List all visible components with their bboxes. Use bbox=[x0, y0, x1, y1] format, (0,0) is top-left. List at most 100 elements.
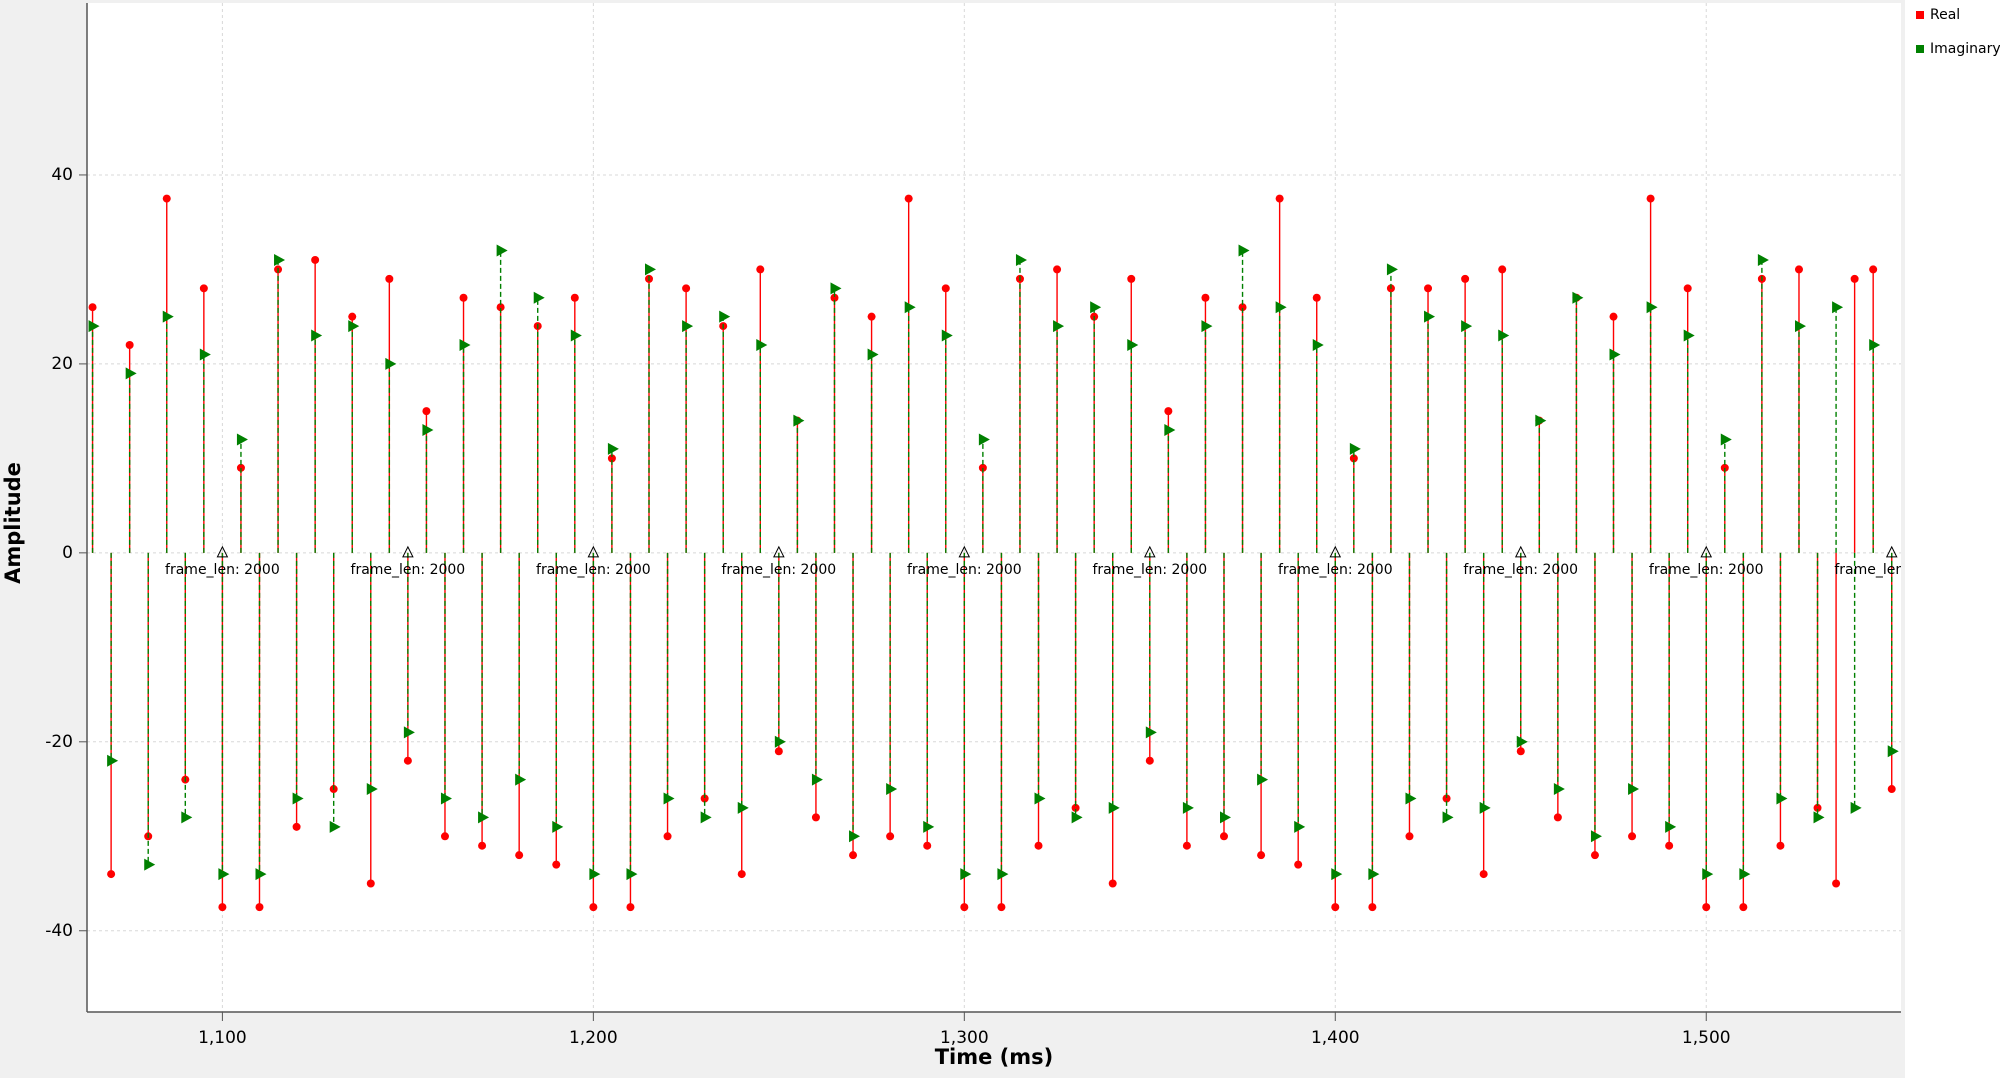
tag-label: frame_len: 2000 bbox=[351, 562, 466, 578]
marker bbox=[125, 341, 134, 350]
tag-label: frame_len: 2000 bbox=[1463, 562, 1578, 578]
plot-area bbox=[87, 3, 1901, 1012]
marker bbox=[867, 312, 876, 321]
marker bbox=[1201, 293, 1210, 302]
marker bbox=[199, 348, 211, 361]
marker bbox=[737, 801, 749, 814]
tag-marker bbox=[1329, 545, 1342, 558]
y-axis-title: Amplitude bbox=[1, 462, 25, 584]
marker bbox=[1702, 903, 1711, 912]
marker bbox=[904, 194, 913, 203]
marker bbox=[1498, 329, 1510, 342]
marker bbox=[1794, 320, 1806, 333]
tag-label: frame_len: 2000 bbox=[536, 562, 651, 578]
marker bbox=[756, 339, 768, 352]
marker bbox=[1832, 301, 1844, 314]
marker bbox=[199, 284, 208, 293]
marker bbox=[125, 367, 137, 380]
marker bbox=[1034, 792, 1046, 805]
marker bbox=[1516, 747, 1525, 756]
marker bbox=[663, 792, 675, 805]
x-tick-label: 1,400 bbox=[1311, 1028, 1360, 1048]
tag-label: frame_len: 2000 bbox=[907, 562, 1022, 578]
marker bbox=[1461, 274, 1470, 283]
marker bbox=[329, 820, 341, 833]
marker bbox=[440, 792, 452, 805]
marker bbox=[960, 868, 972, 881]
marker bbox=[756, 265, 765, 274]
tags: frame_len: 2000 frame_len: 2000 frame_len:… bbox=[165, 545, 1901, 578]
marker bbox=[626, 868, 638, 881]
legend-swatch[interactable] bbox=[1916, 45, 1924, 53]
marker bbox=[1349, 454, 1358, 463]
marker bbox=[645, 263, 657, 276]
marker bbox=[1479, 870, 1488, 879]
marker bbox=[1182, 841, 1191, 850]
y-tick-label: 20 bbox=[51, 354, 73, 374]
marker bbox=[1646, 194, 1655, 203]
marker bbox=[1869, 265, 1878, 274]
tag-marker bbox=[216, 545, 229, 558]
marker bbox=[570, 329, 582, 342]
marker bbox=[1461, 320, 1473, 333]
marker bbox=[162, 194, 171, 203]
marker bbox=[1294, 860, 1303, 869]
legend-label[interactable]: Real bbox=[1930, 7, 1960, 23]
marker bbox=[144, 858, 156, 871]
marker bbox=[181, 811, 193, 824]
tag-label: frame_len: 2000 bbox=[1092, 562, 1207, 578]
marker bbox=[1312, 293, 1321, 302]
marker bbox=[1628, 832, 1637, 841]
marker bbox=[774, 747, 783, 756]
marker bbox=[422, 424, 434, 437]
marker bbox=[236, 463, 245, 472]
marker bbox=[1535, 414, 1547, 427]
marker bbox=[1720, 433, 1732, 446]
marker bbox=[1739, 868, 1751, 881]
marker bbox=[348, 312, 357, 321]
axes: -40 -20 0 20 40 1,100 1,200 1,300 1,400 1,500 bbox=[45, 3, 1901, 1048]
marker bbox=[255, 868, 267, 881]
marker bbox=[1368, 903, 1377, 912]
marker bbox=[1590, 851, 1599, 860]
marker bbox=[793, 414, 805, 427]
marker bbox=[440, 832, 449, 841]
marker bbox=[1739, 903, 1748, 912]
marker bbox=[1442, 811, 1454, 824]
marker bbox=[1553, 813, 1562, 822]
marker bbox=[1145, 726, 1157, 739]
marker bbox=[1034, 841, 1043, 850]
marker bbox=[311, 255, 320, 264]
marker bbox=[1219, 811, 1231, 824]
marker bbox=[830, 293, 839, 302]
tag-marker bbox=[773, 545, 785, 558]
marker bbox=[607, 454, 616, 463]
marker bbox=[1813, 803, 1822, 812]
x-tick-label: 1,100 bbox=[198, 1028, 247, 1048]
marker bbox=[496, 303, 505, 312]
tag-marker bbox=[587, 545, 600, 558]
marker bbox=[496, 244, 508, 257]
marker bbox=[1219, 832, 1228, 841]
tag-label: frame_len: 2000 bbox=[165, 562, 280, 578]
marker bbox=[1257, 851, 1266, 860]
marker bbox=[1127, 339, 1139, 352]
marker bbox=[1015, 253, 1027, 266]
y-tick-label: -20 bbox=[45, 732, 73, 752]
marker bbox=[1405, 792, 1417, 805]
x-axis-title: Time (ms) bbox=[935, 1045, 1054, 1069]
marker bbox=[774, 735, 786, 748]
marker bbox=[682, 284, 691, 293]
marker bbox=[1590, 830, 1602, 843]
marker bbox=[459, 293, 468, 302]
marker bbox=[997, 868, 1009, 881]
y-tick-label: 40 bbox=[51, 165, 73, 185]
legend-label[interactable]: Imaginary bbox=[1930, 41, 2000, 57]
legend-swatch[interactable] bbox=[1916, 11, 1924, 19]
x-tick-label: 1,200 bbox=[569, 1028, 618, 1048]
marker bbox=[1572, 291, 1584, 304]
marker bbox=[311, 329, 323, 342]
marker bbox=[1182, 801, 1194, 814]
